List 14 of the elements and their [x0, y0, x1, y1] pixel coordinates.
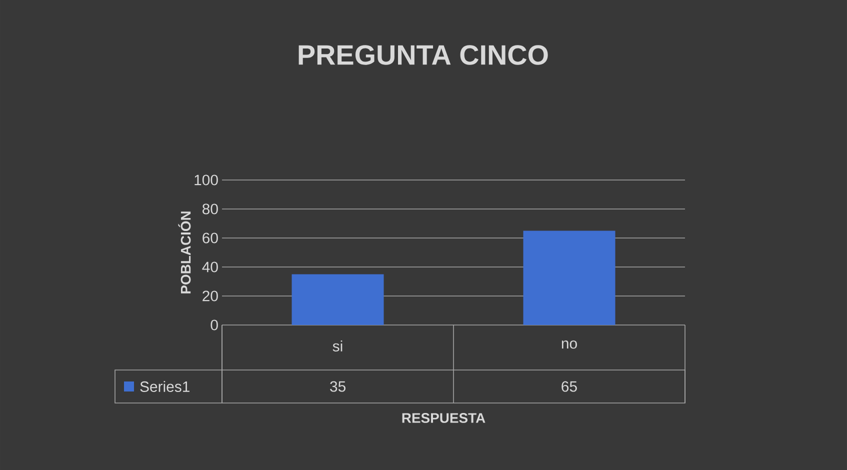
x-tick-label: no	[562, 340, 577, 349]
y-tick-label: 60	[202, 232, 218, 244]
y-axis-title: POBLACIÓN	[178, 212, 191, 294]
data-label: 65	[562, 381, 577, 392]
x-axis-title: RESPUESTA	[402, 413, 486, 423]
y-tick-label: 40	[202, 262, 218, 272]
y-tick-label: 0	[210, 320, 218, 330]
legend-label: Series1	[140, 381, 190, 392]
x-tick-label: si	[332, 340, 342, 352]
y-tick-label: 100	[194, 174, 218, 186]
chart-title: PREGUNTA CINCO	[298, 45, 548, 65]
y-tick-label: 20	[202, 290, 218, 302]
y-tick-label: 80	[202, 204, 218, 214]
data-label: 35	[330, 381, 346, 392]
